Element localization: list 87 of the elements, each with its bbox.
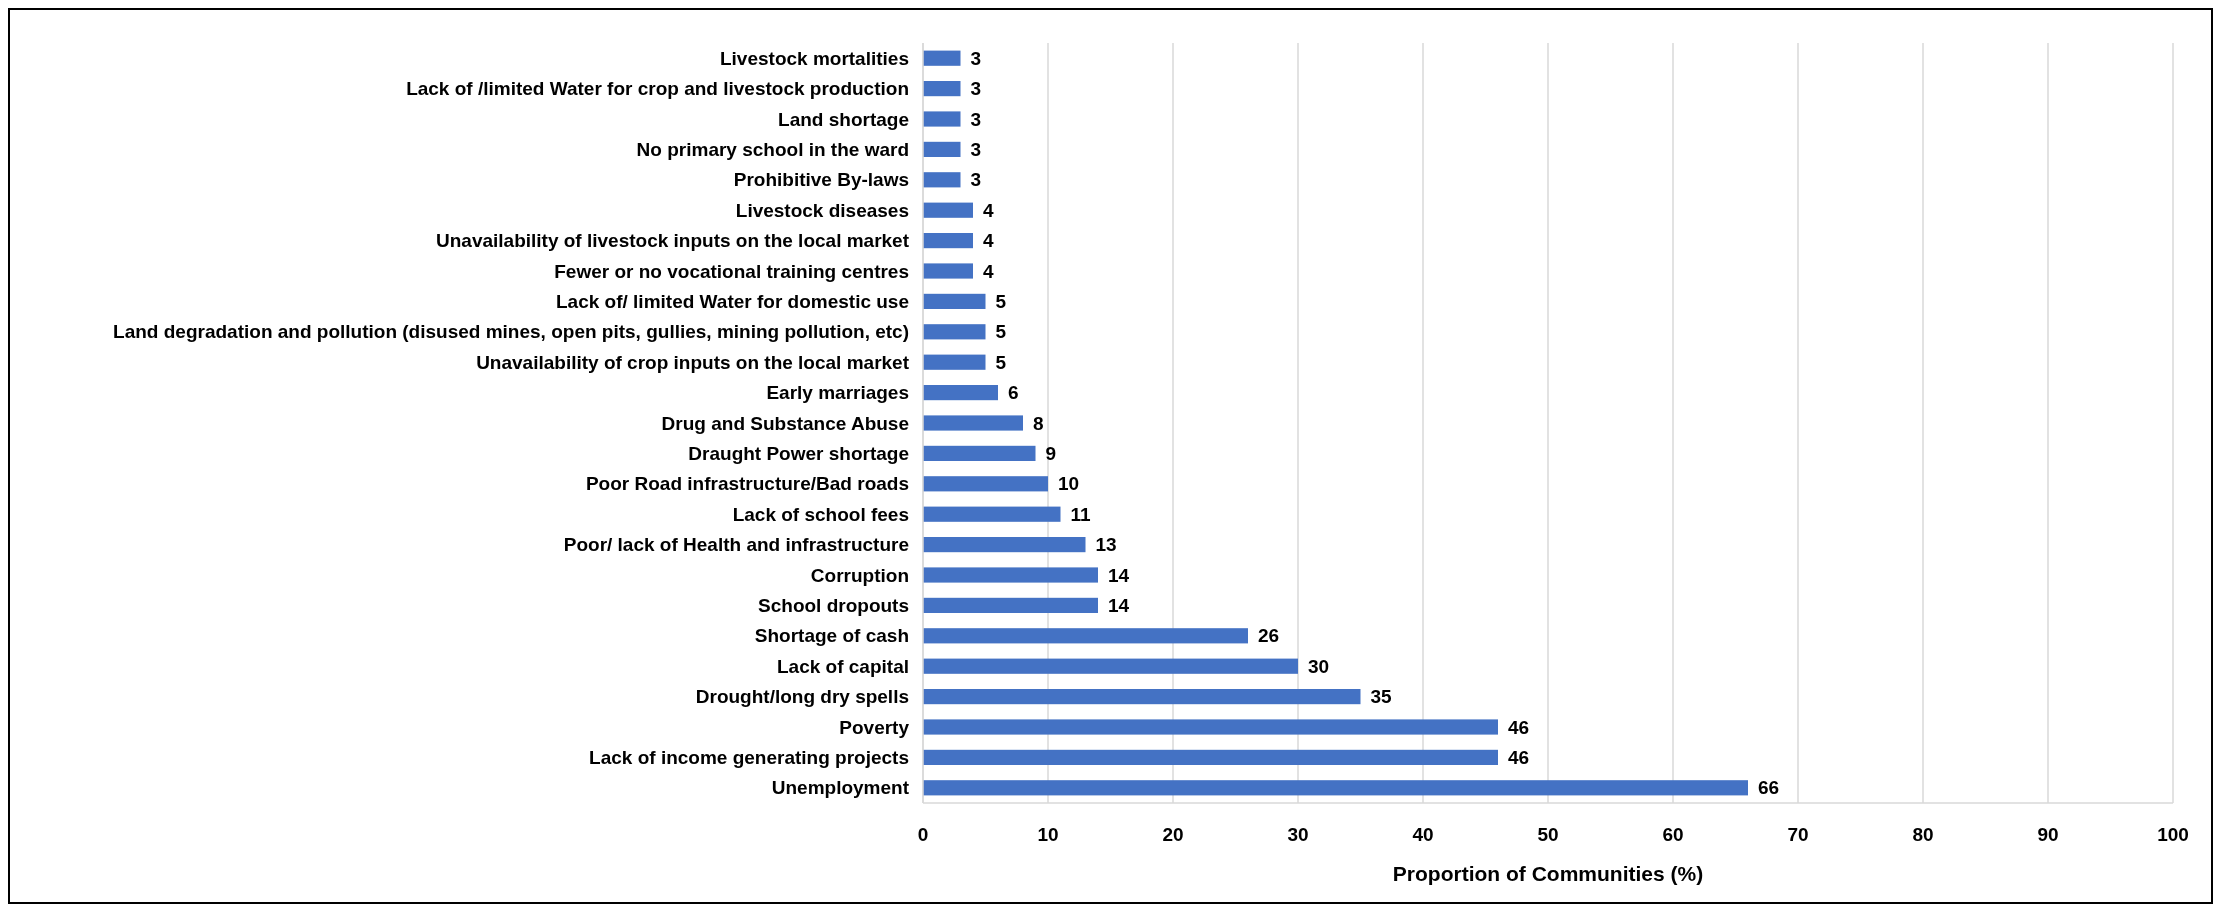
bar	[923, 385, 998, 401]
y-tick-label: Land degradation and pollution (disused mines, open pits, gullies, mining pollution, etc)	[113, 321, 909, 343]
data-label: 26	[1258, 625, 1280, 647]
data-label: 3	[970, 139, 982, 161]
data-label: 13	[1095, 534, 1117, 556]
bar	[923, 506, 1061, 522]
data-label: 14	[1108, 595, 1130, 617]
x-tick-label: 30	[1287, 824, 1309, 845]
bar	[923, 111, 961, 127]
y-tick-label: No primary school in the ward	[636, 139, 909, 161]
data-label: 10	[1058, 473, 1080, 495]
y-tick-label: Lack of/ limited Water for domestic use	[556, 291, 909, 313]
y-tick-label: Unemployment	[771, 777, 910, 799]
x-tick-label: 90	[2037, 824, 2059, 845]
data-label: 4	[983, 199, 994, 221]
bar	[923, 445, 1036, 461]
x-axis-title: Proportion of Communities (%)	[1392, 862, 1704, 885]
bar	[923, 628, 1248, 644]
bar	[923, 689, 1361, 705]
data-label: 5	[995, 291, 1007, 313]
y-tick-label: Lack of /limited Water for crop and livestock production	[406, 78, 909, 100]
y-tick-label: Prohibitive By-laws	[733, 169, 909, 191]
bar	[923, 537, 1086, 553]
y-tick-label: Poor Road infrastructure/Bad roads	[585, 473, 909, 495]
bar	[923, 141, 961, 157]
x-tick-label: 50	[1537, 824, 1559, 845]
bar	[923, 749, 1498, 765]
data-label: 5	[995, 351, 1007, 373]
x-tick-label: 70	[1787, 824, 1809, 845]
bar	[923, 233, 973, 249]
data-label: 6	[1008, 382, 1019, 404]
x-tick-label: 80	[1912, 824, 1934, 845]
bar	[923, 50, 961, 66]
data-label: 46	[1508, 747, 1530, 769]
bar	[923, 597, 1098, 613]
y-tick-label: Shortage of cash	[754, 625, 909, 647]
y-tick-label: Unavailability of livestock inputs on the local market	[435, 230, 910, 252]
y-tick-label: Early marriages	[766, 382, 909, 404]
bar	[923, 567, 1098, 583]
data-label: 3	[970, 169, 982, 191]
y-tick-label: School dropouts	[758, 595, 909, 617]
y-tick-label: Drug and Substance Abuse	[661, 412, 909, 434]
bar	[923, 172, 961, 188]
data-label: 3	[970, 78, 982, 100]
x-tick-label: 20	[1162, 824, 1184, 845]
y-tick-label: Corruption	[810, 564, 909, 586]
y-tick-label: Draught Power shortage	[688, 443, 909, 465]
x-tick-label: 60	[1662, 824, 1684, 845]
data-label: 3	[970, 47, 982, 69]
x-tick-label: 0	[917, 824, 929, 845]
data-label: 4	[983, 230, 994, 252]
data-label: 66	[1758, 777, 1780, 799]
bar	[923, 415, 1023, 431]
bar	[923, 293, 986, 309]
data-label: 4	[983, 260, 994, 282]
data-label: 9	[1045, 443, 1057, 465]
data-label: 11	[1070, 503, 1092, 525]
y-tick-label: Livestock mortalities	[719, 47, 909, 69]
x-tick-label: 10	[1037, 824, 1059, 845]
bar	[923, 476, 1048, 492]
y-tick-label: Livestock diseases	[735, 199, 909, 221]
y-tick-label: Lack of income generating projects	[589, 747, 909, 769]
y-tick-label: Poor/ lack of Health and infrastructure	[563, 534, 909, 556]
y-tick-label: Lack of school fees	[732, 503, 909, 525]
data-label: 30	[1308, 655, 1330, 677]
data-label: 3	[970, 108, 982, 130]
y-tick-label: Fewer or no vocational training centres	[554, 260, 909, 282]
data-label: 46	[1508, 716, 1530, 738]
data-label: 35	[1370, 686, 1393, 708]
bar	[923, 780, 1748, 796]
bar	[923, 719, 1498, 735]
y-tick-label: Poverty	[839, 716, 910, 738]
y-tick-label: Lack of capital	[777, 655, 909, 677]
y-tick-label: Unavailability of crop inputs on the local market	[476, 351, 910, 373]
data-label: 8	[1033, 412, 1044, 434]
y-tick-label: Drought/long dry spells	[695, 686, 909, 708]
bar	[923, 354, 986, 370]
bar	[923, 658, 1298, 674]
bar	[923, 202, 973, 218]
data-label: 14	[1108, 564, 1130, 586]
y-tick-label: Land shortage	[778, 108, 909, 130]
x-tick-label: 40	[1412, 824, 1434, 845]
x-tick-label: 100	[2157, 824, 2189, 845]
data-label: 5	[995, 321, 1007, 343]
bar	[923, 81, 961, 97]
bar	[923, 324, 986, 340]
bar	[923, 263, 973, 279]
